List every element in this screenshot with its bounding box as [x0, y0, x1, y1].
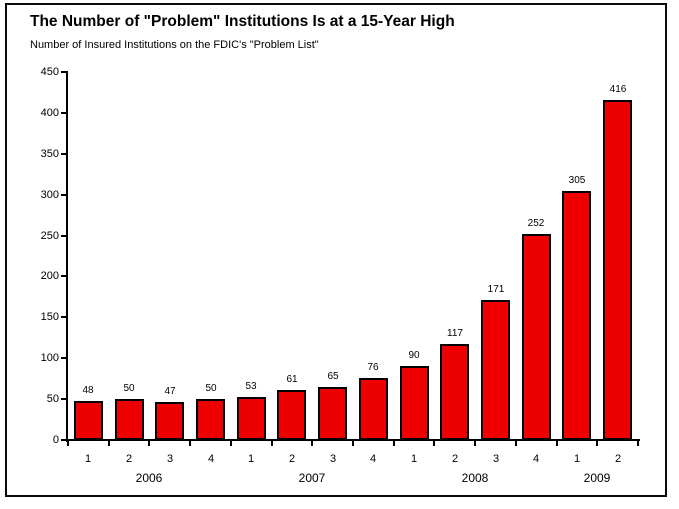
y-tick-mark [61, 112, 66, 114]
y-tick-mark [61, 71, 66, 73]
x-tick-mark [433, 441, 435, 446]
x-axis-line [66, 439, 640, 441]
x-tick-mark [556, 441, 558, 446]
year-label: 2006 [135, 471, 163, 485]
bar [400, 366, 429, 440]
year-label: 2009 [583, 471, 611, 485]
x-tick-mark [596, 441, 598, 446]
bar [359, 378, 388, 440]
x-tick-mark [67, 441, 69, 446]
year-label: 2007 [298, 471, 326, 485]
chart-title: The Number of "Problem" Institutions Is … [30, 13, 455, 30]
bar [562, 191, 591, 440]
x-tick-label: 2 [451, 453, 459, 465]
x-tick-label: 1 [573, 453, 581, 465]
y-tick-mark [61, 398, 66, 400]
bar-value-label: 48 [82, 385, 94, 396]
y-tick-label: 450 [40, 66, 59, 78]
bar [155, 402, 184, 440]
x-tick-label: 4 [532, 453, 540, 465]
x-tick-mark [271, 441, 273, 446]
x-tick-label: 3 [329, 453, 337, 465]
x-tick-mark [515, 441, 517, 446]
bar-value-label: 305 [568, 175, 586, 186]
x-tick-mark [148, 441, 150, 446]
bar-value-label: 65 [327, 371, 339, 382]
chart-frame [5, 3, 667, 497]
bar [481, 300, 510, 440]
x-tick-label: 2 [125, 453, 133, 465]
x-tick-mark [108, 441, 110, 446]
y-tick-mark [61, 194, 66, 196]
y-tick-label: 100 [40, 352, 59, 364]
bar-value-label: 47 [164, 386, 176, 397]
bar [74, 401, 103, 440]
bar-value-label: 53 [245, 381, 257, 392]
x-tick-label: 4 [207, 453, 215, 465]
y-tick-mark [61, 357, 66, 359]
x-tick-mark [474, 441, 476, 446]
y-tick-label: 0 [52, 434, 59, 446]
bar [196, 399, 225, 440]
bar-value-label: 50 [205, 383, 217, 394]
x-tick-label: 4 [369, 453, 377, 465]
x-tick-mark [230, 441, 232, 446]
y-tick-label: 300 [40, 189, 59, 201]
bar [318, 387, 347, 440]
y-tick-mark [61, 275, 66, 277]
x-tick-label: 1 [247, 453, 255, 465]
y-tick-label: 150 [40, 311, 59, 323]
x-tick-label: 1 [84, 453, 92, 465]
y-tick-label: 50 [46, 393, 59, 405]
bar [440, 344, 469, 440]
bar [237, 397, 266, 440]
x-tick-label: 1 [410, 453, 418, 465]
chart-subtitle: Number of Insured Institutions on the FD… [30, 39, 319, 51]
bar-value-label: 416 [609, 84, 627, 95]
y-tick-mark [61, 439, 66, 441]
x-tick-mark [352, 441, 354, 446]
bar-value-label: 50 [123, 383, 135, 394]
x-tick-mark [189, 441, 191, 446]
x-tick-label: 3 [166, 453, 174, 465]
bar-value-label: 117 [447, 328, 463, 339]
bar-value-label: 76 [367, 362, 379, 373]
y-tick-label: 250 [40, 230, 59, 242]
y-tick-mark [61, 235, 66, 237]
y-tick-label: 200 [40, 270, 59, 282]
bar-value-label: 171 [487, 284, 505, 295]
x-tick-label: 3 [492, 453, 500, 465]
x-tick-label: 2 [288, 453, 296, 465]
y-tick-label: 400 [40, 107, 59, 119]
y-tick-label: 350 [40, 148, 59, 160]
bar [277, 390, 306, 440]
bar [522, 234, 551, 440]
x-tick-mark [311, 441, 313, 446]
year-label: 2008 [461, 471, 489, 485]
bar [603, 100, 632, 440]
x-tick-label: 2 [614, 453, 622, 465]
y-tick-mark [61, 316, 66, 318]
x-tick-mark [637, 441, 639, 446]
x-tick-mark [393, 441, 395, 446]
y-tick-mark [61, 153, 66, 155]
y-axis-line [66, 71, 68, 442]
bar-value-label: 90 [408, 350, 420, 361]
bar-value-label: 252 [527, 218, 545, 229]
bar-value-label: 61 [286, 374, 298, 385]
bar [115, 399, 144, 440]
